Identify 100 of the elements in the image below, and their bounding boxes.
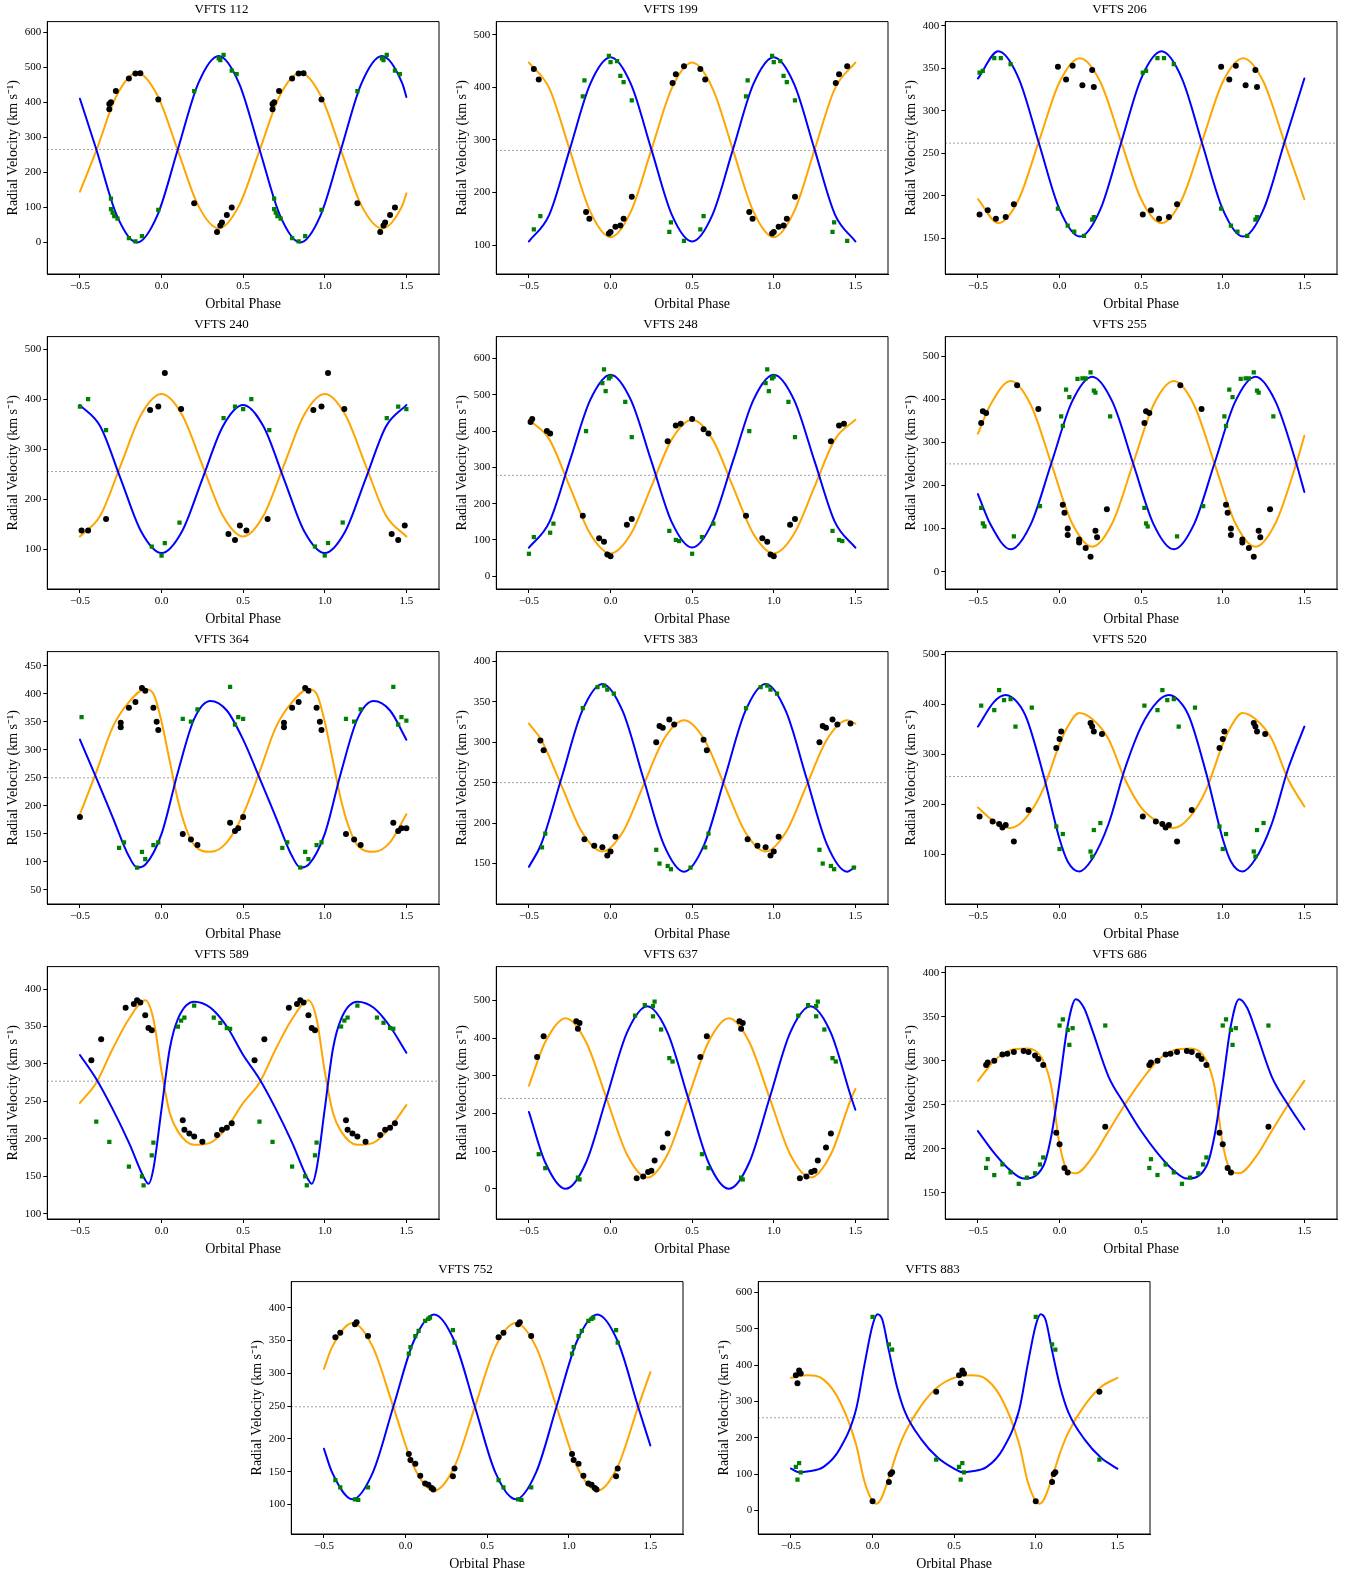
x-tick-label: 1.5 (1297, 1224, 1312, 1237)
x-tick-label: −0.5 (518, 594, 540, 607)
x-tick-label: 0.5 (236, 594, 251, 607)
x-axis-title: Orbital Phase (448, 1556, 525, 1572)
y-tick-label: 100 (735, 1466, 753, 1479)
x-tick-label: 1.0 (317, 1224, 333, 1237)
y-tick-label: 400 (473, 80, 491, 93)
y-tick-label: 350 (24, 714, 42, 727)
y-tick-label: 400 (922, 392, 940, 405)
y-tick-label: 400 (24, 981, 42, 994)
y-tick-label: 500 (735, 1321, 753, 1334)
y-tick-label: 300 (473, 460, 491, 473)
y-tick-label: 600 (473, 351, 491, 364)
x-tick-label: 1.0 (766, 279, 782, 292)
y-tick-label: 300 (473, 735, 491, 748)
x-tick-label: −0.5 (69, 279, 91, 292)
x-tick-label: 1.5 (399, 1224, 414, 1237)
x-tick-label: 1.0 (317, 594, 333, 607)
y-tick-label: 500 (24, 60, 42, 73)
x-tick-label: 0.5 (685, 909, 700, 922)
y-tick-label: 250 (24, 770, 42, 783)
y-tick-label: 0 (484, 569, 491, 582)
y-tick-label: 300 (24, 130, 42, 143)
y-tick-label: 100 (24, 541, 42, 554)
y-tick-label: 400 (922, 696, 940, 709)
x-tick-label: −0.5 (69, 1224, 91, 1237)
y-tick-label: 300 (24, 742, 42, 755)
chart-title: VFTS 248 (643, 316, 698, 332)
y-tick-label: 300 (24, 441, 42, 454)
y-tick-label: 150 (922, 231, 940, 244)
x-tick-label: 0.0 (1052, 594, 1067, 607)
chart-title: VFTS 383 (643, 631, 698, 647)
x-tick-label: 1.0 (317, 279, 333, 292)
y-tick-label: 350 (268, 1333, 286, 1346)
chart-title: VFTS 686 (1092, 946, 1148, 962)
y-tick-label: 600 (735, 1285, 753, 1298)
y-tick-label: 500 (473, 387, 491, 400)
y-tick-label: 350 (922, 1009, 940, 1022)
x-tick-label: 1.0 (766, 594, 782, 607)
y-tick-label: 350 (922, 61, 940, 74)
chart-title: VFTS 364 (194, 631, 250, 647)
y-axis-title: Radial Velocity (km s⁻¹) (454, 709, 471, 846)
y-axis-title: Radial Velocity (km s⁻¹) (903, 79, 920, 216)
x-tick-label: 1.0 (1215, 1224, 1231, 1237)
y-tick-label: 250 (268, 1399, 286, 1412)
x-axis-title: Orbital Phase (654, 296, 731, 312)
y-tick-label: 400 (473, 654, 491, 667)
chart-title: VFTS 589 (194, 946, 249, 962)
x-tick-label: −0.5 (313, 1539, 334, 1552)
y-axis-title: Radial Velocity (km s⁻¹) (454, 1024, 471, 1161)
y-tick-label: 250 (922, 1097, 940, 1110)
x-tick-label: −0.5 (967, 279, 989, 292)
y-tick-label: 300 (922, 103, 940, 116)
x-axis-title: Orbital Phase (1103, 611, 1180, 627)
x-tick-label: 1.5 (1297, 279, 1312, 292)
x-axis-title: Orbital Phase (654, 926, 731, 942)
x-tick-label: 0.0 (154, 594, 169, 607)
y-tick-label: 200 (473, 185, 491, 198)
y-tick-label: 200 (268, 1431, 286, 1444)
y-tick-label: 0 (933, 564, 940, 577)
chart-title: VFTS 637 (643, 946, 699, 962)
chart-title: VFTS 199 (643, 1, 698, 17)
x-tick-label: 0.0 (1052, 279, 1067, 292)
chart-title: VFTS 112 (194, 1, 249, 17)
y-tick-label: 400 (268, 1300, 286, 1313)
x-tick-label: 0.0 (154, 909, 169, 922)
chart-title: VFTS 520 (1092, 631, 1147, 647)
chart-title: VFTS 255 (1092, 316, 1147, 332)
y-tick-label: 300 (735, 1394, 753, 1407)
y-tick-label: 200 (473, 815, 491, 828)
y-tick-label: 100 (922, 846, 940, 859)
x-tick-label: 1.5 (1109, 1539, 1125, 1552)
y-tick-label: 0 (35, 235, 42, 248)
y-tick-label: 50 (30, 882, 42, 895)
y-tick-label: 200 (922, 1141, 940, 1154)
y-tick-label: 450 (24, 658, 42, 671)
y-tick-label: 300 (922, 746, 940, 759)
x-axis-title: Orbital Phase (205, 611, 282, 627)
y-axis-title: Radial Velocity (km s⁻¹) (248, 1339, 265, 1476)
y-tick-label: 400 (922, 965, 940, 978)
x-tick-label: 1.0 (317, 909, 333, 922)
x-tick-label: 0.5 (1134, 279, 1149, 292)
y-tick-label: 100 (473, 237, 491, 250)
x-tick-label: 0.5 (1134, 594, 1149, 607)
x-tick-label: 0.5 (236, 909, 251, 922)
x-tick-label: 0.0 (603, 909, 618, 922)
x-tick-label: 1.5 (1297, 909, 1312, 922)
y-tick-label: 400 (473, 423, 491, 436)
x-tick-label: 1.5 (399, 594, 414, 607)
chart-title: VFTS 240 (194, 316, 249, 332)
y-tick-label: 400 (473, 1031, 491, 1044)
x-tick-label: 1.5 (1297, 594, 1312, 607)
x-tick-label: 0.5 (236, 279, 251, 292)
y-tick-label: 400 (24, 686, 42, 699)
x-tick-label: 1.0 (766, 1224, 782, 1237)
y-tick-label: 150 (24, 826, 42, 839)
y-tick-label: 300 (922, 435, 940, 448)
y-tick-label: 300 (473, 1068, 491, 1081)
y-tick-label: 500 (922, 646, 940, 659)
x-tick-label: −0.5 (967, 1224, 989, 1237)
